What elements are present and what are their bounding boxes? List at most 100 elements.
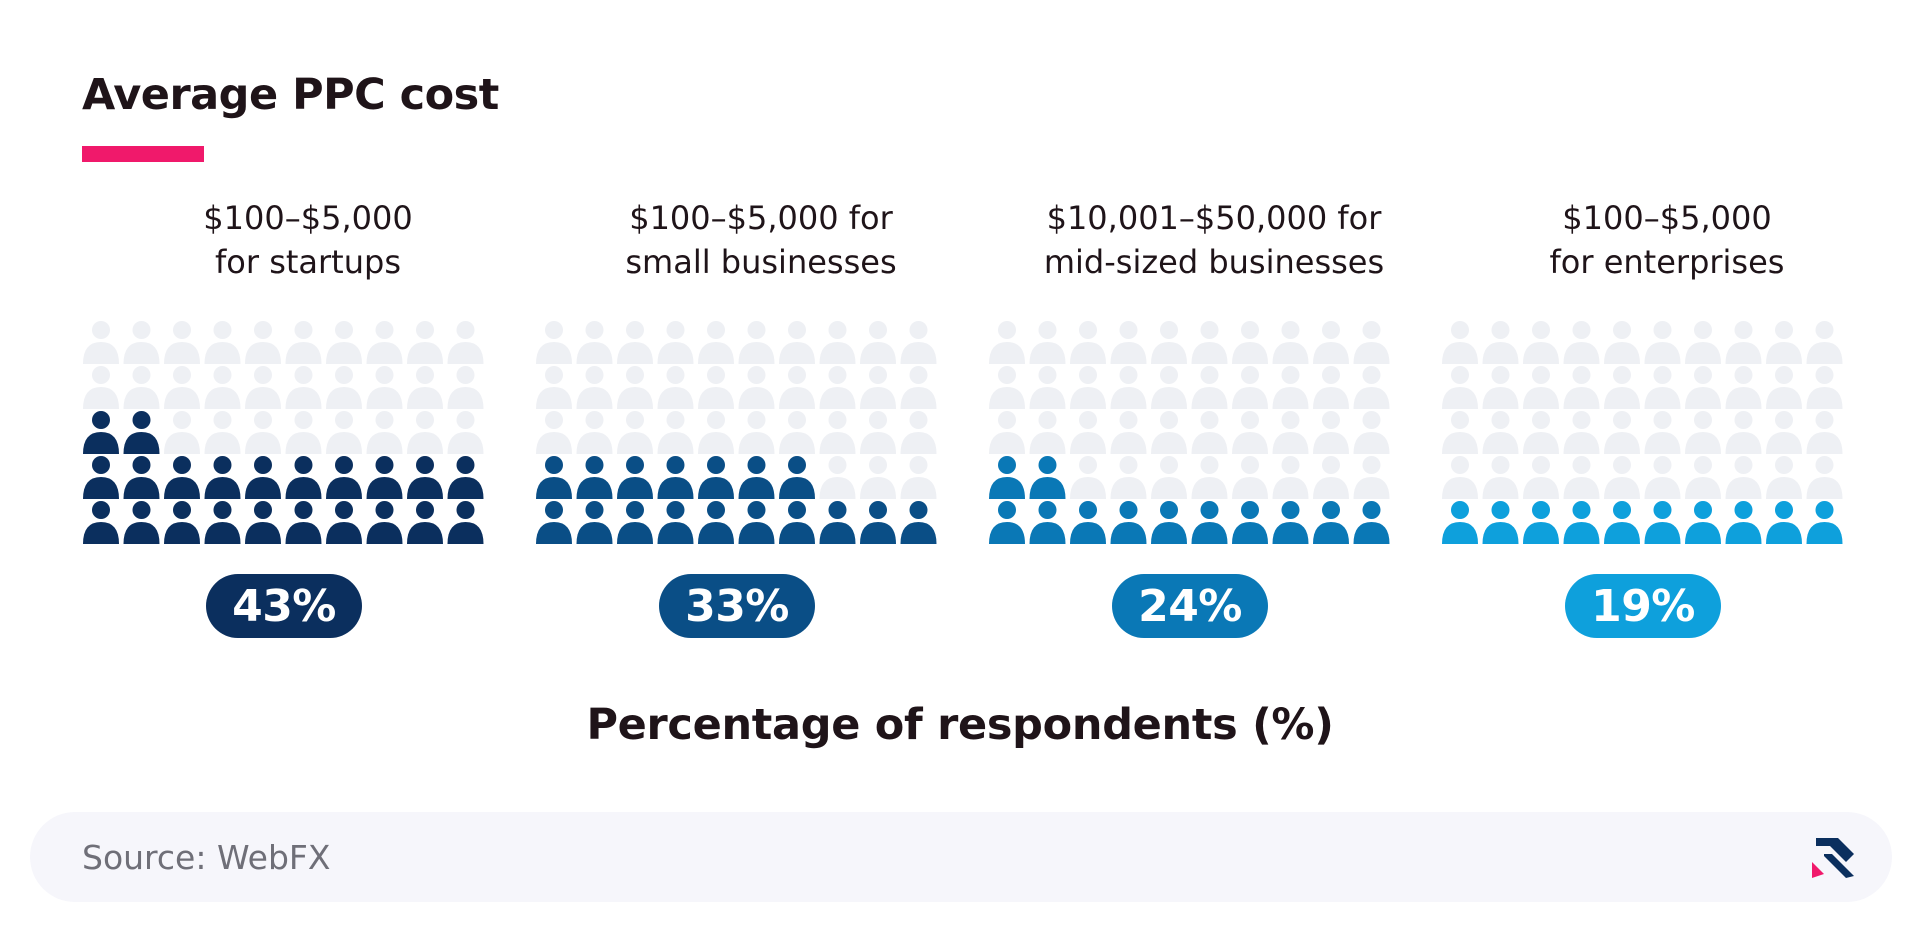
person-icon xyxy=(819,456,856,499)
person-icon xyxy=(326,366,362,409)
person-icon xyxy=(407,321,443,364)
person-icon xyxy=(245,321,281,364)
person-icon-grid xyxy=(83,321,484,544)
person-icon xyxy=(1353,366,1390,409)
chart-title: Average PPC cost xyxy=(82,70,499,120)
person-icon xyxy=(83,501,119,544)
person-icon xyxy=(617,501,653,544)
person-icon xyxy=(326,501,362,544)
person-icon xyxy=(779,411,815,454)
person-icon xyxy=(1725,501,1762,544)
person-icon xyxy=(1766,366,1802,409)
person-icon xyxy=(698,456,734,499)
icon-grid xyxy=(82,318,490,544)
person-icon xyxy=(123,411,160,454)
person-icon xyxy=(164,411,200,454)
person-icon xyxy=(576,411,613,454)
person-icon xyxy=(1482,411,1519,454)
person-icon xyxy=(1442,456,1478,499)
person-icon xyxy=(1313,366,1349,409)
person-icon xyxy=(366,411,403,454)
person-icon xyxy=(204,411,241,454)
person-icon xyxy=(698,321,734,364)
person-icon xyxy=(204,501,241,544)
person-icon xyxy=(698,366,734,409)
person-icon xyxy=(1191,321,1228,364)
person-icon xyxy=(698,411,734,454)
person-icon xyxy=(285,321,322,364)
person-icon xyxy=(1725,321,1762,364)
person-icon xyxy=(407,366,443,409)
person-icon xyxy=(989,366,1025,409)
person-icon xyxy=(1070,411,1106,454)
person-icon xyxy=(536,321,572,364)
person-icon xyxy=(1232,411,1268,454)
person-icon xyxy=(447,456,484,499)
person-icon xyxy=(1482,321,1519,364)
person-icon xyxy=(657,321,694,364)
person-icon xyxy=(617,411,653,454)
person-icon xyxy=(779,321,815,364)
person-icon xyxy=(819,366,856,409)
person-icon xyxy=(164,456,200,499)
person-icon xyxy=(1766,501,1802,544)
person-icon xyxy=(1070,501,1106,544)
person-icon xyxy=(860,411,896,454)
person-icon xyxy=(900,366,937,409)
person-icon xyxy=(536,366,572,409)
person-icon xyxy=(447,366,484,409)
person-icon xyxy=(1110,411,1147,454)
person-icon xyxy=(989,321,1025,364)
person-icon xyxy=(1523,411,1559,454)
person-icon xyxy=(1766,321,1802,364)
person-icon xyxy=(1442,501,1478,544)
person-icon xyxy=(164,501,200,544)
person-icon xyxy=(1523,501,1559,544)
person-icon xyxy=(326,411,362,454)
person-icon xyxy=(576,366,613,409)
person-icon xyxy=(989,411,1025,454)
person-icon xyxy=(285,411,322,454)
person-icon xyxy=(1806,501,1843,544)
person-icon xyxy=(1272,321,1309,364)
person-icon xyxy=(285,456,322,499)
group-3: $10,001–$50,000 for mid-sized businesses… xyxy=(988,196,1440,646)
person-icon xyxy=(1725,411,1762,454)
person-icon xyxy=(1685,501,1721,544)
person-icon xyxy=(245,411,281,454)
person-icon xyxy=(447,501,484,544)
person-icon xyxy=(123,456,160,499)
person-icon xyxy=(1523,321,1559,364)
person-icon xyxy=(1353,456,1390,499)
person-icon xyxy=(245,501,281,544)
person-icon xyxy=(326,456,362,499)
person-icon xyxy=(657,501,694,544)
person-icon xyxy=(576,321,613,364)
person-icon xyxy=(1766,411,1802,454)
person-icon xyxy=(204,366,241,409)
person-icon-grid xyxy=(536,321,937,544)
person-icon xyxy=(860,366,896,409)
pictogram-groups: $100–$5,000 for startups 43% $100–$5,000 f… xyxy=(82,196,1843,646)
person-icon xyxy=(1029,366,1066,409)
person-icon xyxy=(779,456,815,499)
person-icon xyxy=(779,501,815,544)
person-icon xyxy=(366,456,403,499)
person-icon xyxy=(536,411,572,454)
person-icon xyxy=(1685,411,1721,454)
person-icon xyxy=(536,456,572,499)
person-icon xyxy=(779,366,815,409)
person-icon xyxy=(1604,501,1640,544)
person-icon xyxy=(860,456,896,499)
person-icon xyxy=(1685,456,1721,499)
person-icon xyxy=(1806,366,1843,409)
person-icon xyxy=(1272,411,1309,454)
person-icon xyxy=(1151,321,1187,364)
person-icon xyxy=(1604,411,1640,454)
person-icon xyxy=(900,321,937,364)
person-icon xyxy=(1806,411,1843,454)
person-icon xyxy=(1353,321,1390,364)
person-icon xyxy=(860,501,896,544)
person-icon xyxy=(1029,321,1066,364)
